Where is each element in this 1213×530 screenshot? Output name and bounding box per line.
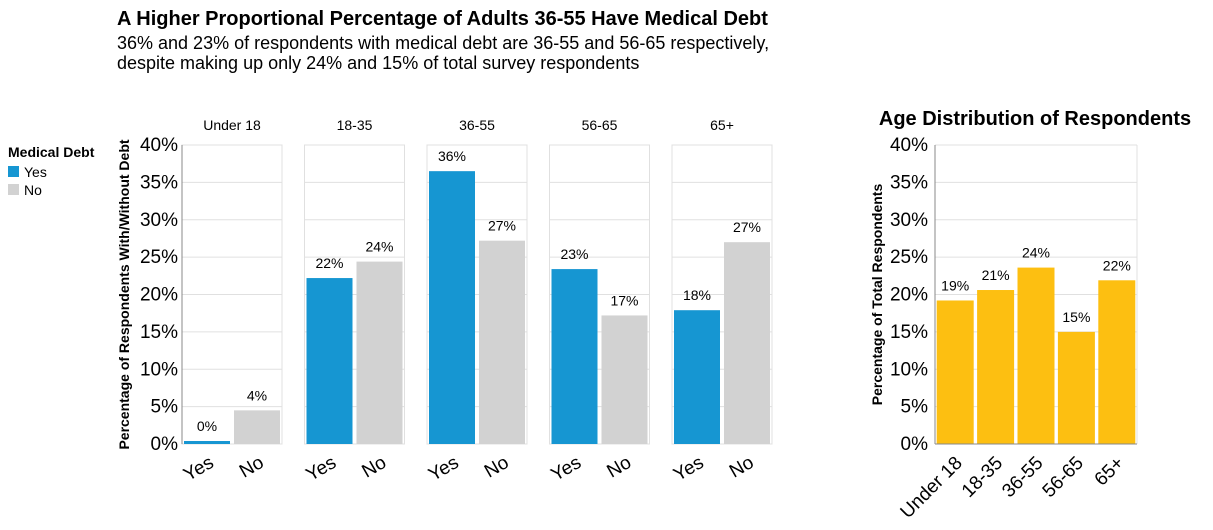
value-label: 0% [197, 418, 217, 434]
y-tick-label: 0% [151, 434, 179, 455]
facet-frame [426, 144, 528, 445]
x-tick-label: 65+ [1091, 453, 1129, 491]
y-tick-label: 35% [140, 172, 178, 193]
value-label: 18% [683, 287, 711, 303]
x-tick-label: No [236, 452, 268, 482]
bar [306, 278, 353, 444]
x-tick-label: Yes [670, 452, 707, 486]
x-tick-label: No [358, 452, 390, 482]
value-label: 19% [941, 277, 969, 293]
facet-label: 56-65 [582, 117, 618, 133]
x-tick-label: No [726, 452, 758, 482]
value-label: 15% [1062, 309, 1090, 325]
chart-title: A Higher Proportional Percentage of Adul… [117, 8, 768, 30]
bar [184, 441, 230, 444]
x-tick-label: No [603, 452, 635, 482]
bar [1057, 331, 1095, 444]
y-tick-label: 40% [140, 135, 178, 156]
y-tick-label: 25% [140, 247, 178, 268]
facet-frame [671, 144, 773, 445]
legend-title: Medical Debt [8, 144, 95, 160]
chart-subtitle: 36% and 23% of respondents with medical … [117, 33, 769, 53]
bar [936, 300, 974, 444]
value-label: 27% [488, 218, 516, 234]
y-tick-label: 25% [890, 247, 928, 268]
facet-frame [304, 144, 405, 445]
x-tick-label: No [481, 452, 513, 482]
x-tick-label: Yes [425, 452, 462, 486]
value-label: 17% [610, 292, 638, 308]
bar [551, 269, 598, 444]
value-label: 24% [365, 239, 393, 255]
y-tick-label: 30% [140, 210, 178, 231]
bar [1017, 267, 1055, 444]
bar [429, 171, 475, 444]
y-tick-label: 10% [890, 359, 928, 380]
bar [1098, 280, 1136, 444]
value-label: 36% [438, 148, 466, 164]
bar [356, 261, 403, 444]
y-tick-label: 40% [890, 135, 928, 156]
legend-label: No [24, 182, 42, 198]
value-label: 23% [560, 246, 588, 262]
bar [724, 242, 770, 444]
y-axis-title: Percentage of Total Respondents [869, 184, 885, 406]
x-tick-label: Under 18 [897, 453, 967, 523]
bar [234, 410, 280, 444]
y-tick-label: 20% [140, 285, 178, 306]
value-label: 4% [247, 387, 267, 403]
value-label: 22% [1103, 257, 1131, 273]
x-tick-label: 18-35 [958, 453, 1007, 502]
chart-title: Age Distribution of Respondents [879, 108, 1191, 130]
y-tick-label: 30% [890, 210, 928, 231]
bar [479, 240, 525, 444]
x-tick-label: Yes [180, 452, 217, 486]
y-tick-label: 35% [890, 172, 928, 193]
value-label: 22% [315, 255, 343, 271]
x-tick-label: 56-65 [1039, 453, 1088, 502]
legend-label: Yes [24, 164, 47, 180]
value-label: 24% [1022, 245, 1050, 261]
y-axis-title: Percentage of Respondents With/Without D… [116, 139, 132, 449]
y-tick-label: 15% [140, 322, 178, 343]
value-label: 21% [982, 267, 1010, 283]
facet-frame [549, 144, 650, 445]
x-tick-label: 36-55 [998, 453, 1047, 502]
chart-subtitle: despite making up only 24% and 15% of to… [117, 53, 639, 73]
facet-label: 65+ [710, 117, 734, 133]
facet-label: 36-55 [459, 117, 495, 133]
y-tick-label: 15% [890, 322, 928, 343]
bar [977, 290, 1015, 444]
y-tick-label: 5% [901, 397, 929, 418]
y-tick-label: 20% [890, 285, 928, 306]
x-tick-label: Yes [548, 452, 585, 486]
x-tick-label: Yes [303, 452, 340, 486]
legend-swatch [8, 184, 19, 195]
bar [674, 310, 720, 444]
facet-label: Under 18 [203, 117, 261, 133]
bar [601, 315, 648, 444]
facet-label: 18-35 [337, 117, 373, 133]
y-tick-label: 5% [151, 397, 179, 418]
legend-swatch [8, 166, 19, 177]
y-tick-label: 0% [901, 434, 929, 455]
y-tick-label: 10% [140, 359, 178, 380]
value-label: 27% [733, 219, 761, 235]
